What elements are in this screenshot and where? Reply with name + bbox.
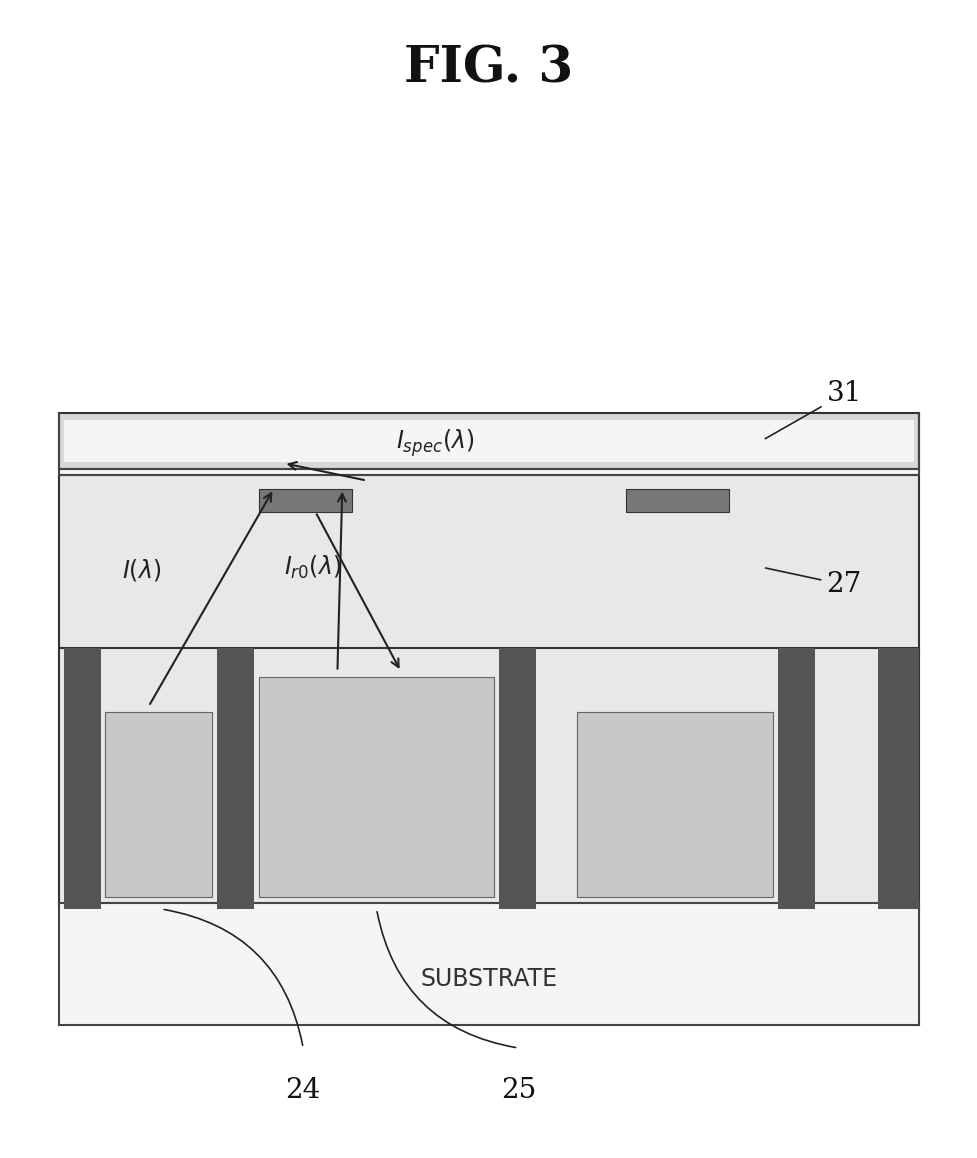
Bar (64, 420, 913, 462)
Bar (877, 648, 918, 909)
Bar (777, 648, 814, 909)
Text: $I(\lambda)$: $I(\lambda)$ (122, 557, 161, 582)
Text: 25: 25 (500, 1077, 535, 1104)
Bar (259, 677, 493, 897)
Bar (576, 712, 772, 897)
Text: FIG. 3: FIG. 3 (404, 45, 573, 94)
Bar (498, 648, 535, 909)
Text: SUBSTRATE: SUBSTRATE (420, 967, 557, 990)
Text: 27: 27 (765, 569, 861, 599)
Bar (59, 903, 918, 1025)
Bar (625, 489, 728, 512)
Bar (59, 648, 918, 909)
Text: 24: 24 (285, 1077, 320, 1104)
Bar (64, 648, 101, 909)
Bar (259, 489, 352, 512)
Bar (59, 413, 918, 469)
Text: 31: 31 (764, 380, 861, 439)
Text: $I_{spec}(\lambda)$: $I_{spec}(\lambda)$ (396, 427, 474, 460)
Bar (59, 469, 918, 475)
Text: $I_{r0}(\lambda)$: $I_{r0}(\lambda)$ (284, 554, 341, 581)
Bar (217, 648, 254, 909)
Bar (105, 712, 212, 897)
Bar (59, 475, 918, 654)
